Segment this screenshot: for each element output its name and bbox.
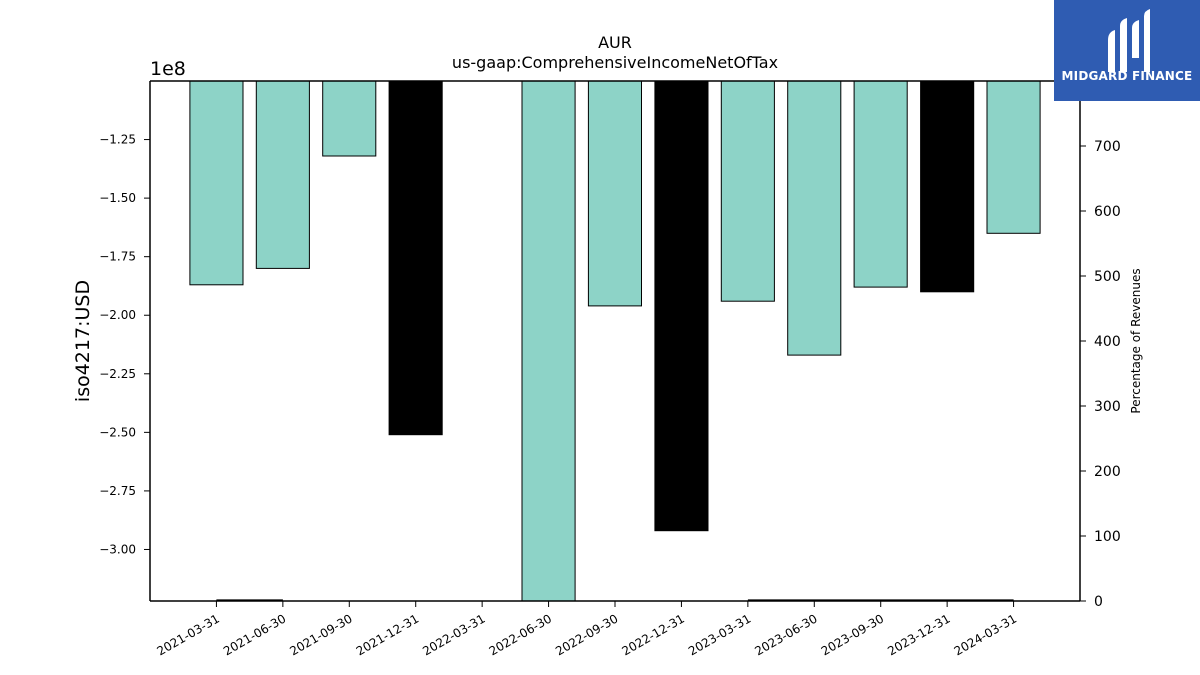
x-tick-label: 2022-09-30: [553, 611, 620, 658]
x-tick-label: 2022-12-31: [620, 611, 687, 658]
bar-2021-06-30: [255, 80, 310, 269]
y-tick-label: −1.25: [99, 133, 136, 147]
x-tick-label: 2022-06-30: [487, 611, 554, 658]
y2-tick-label: 300: [1094, 399, 1121, 415]
y-tick-label: −2.00: [99, 308, 136, 322]
bar-2023-12-31: [920, 80, 975, 293]
x-ticks-group: 2021-03-31 2021-06-30 2021-09-30 2021-12-31…: [155, 601, 1019, 658]
bar-2022-12-31: [654, 80, 709, 532]
bar-2022-09-30: [587, 80, 643, 307]
x-tick-label: 2023-12-31: [885, 611, 952, 658]
y2-tick-label: 200: [1094, 464, 1121, 480]
x-tick-label: 2023-06-30: [752, 611, 819, 658]
y2-tick-label: 100: [1094, 529, 1121, 545]
bar-2022-06-30: [521, 80, 576, 602]
y-offset-label: 1e8: [150, 58, 186, 80]
x-tick-label: 2023-09-30: [819, 611, 886, 658]
x-tick-label: 2021-09-30: [287, 611, 354, 658]
x-tick-label: 2021-12-31: [354, 611, 421, 658]
bar-2023-06-30: [787, 80, 842, 356]
bar-2023-09-30: [853, 80, 908, 288]
x-tick-label: 2021-03-31: [155, 611, 222, 658]
bar-2021-03-31: [189, 80, 244, 286]
bar-2021-12-31: [388, 80, 443, 436]
bar-2024-03-31: [986, 80, 1041, 234]
y-tick-label: −2.75: [99, 484, 136, 498]
x-tick-label: 2022-03-31: [420, 611, 487, 658]
bar-2021-09-30: [322, 80, 377, 157]
y-tick-label: −3.00: [99, 542, 136, 556]
y2-tick-label: 400: [1094, 334, 1121, 350]
bars-group: [189, 80, 1041, 602]
x-tick-label: 2024-03-31: [952, 611, 1019, 658]
logo-text: MIDGARD FINANCE: [1061, 69, 1193, 83]
y2-ticks-group: 0 100 200 300 400 500 600 700: [1080, 139, 1121, 610]
logo-mark-icon: [1108, 9, 1150, 72]
chart-subtitle: us-gaap:ComprehensiveIncomeNetOfTax: [452, 53, 778, 72]
y2-axis-label: Percentage of Revenues: [1129, 268, 1143, 413]
y-tick-label: −1.75: [99, 250, 136, 264]
y-tick-label: −1.50: [99, 191, 136, 205]
y-tick-label: −2.50: [99, 425, 136, 439]
chart-title: AUR: [598, 33, 632, 52]
y-axis-label: iso4217:USD: [72, 280, 94, 402]
bar-2023-03-31: [720, 80, 775, 302]
y2-tick-label: 600: [1094, 204, 1121, 220]
y-ticks-group: −1.25 −1.50 −1.75 −2.00 −2.25 −2.50 −2.75 −3.00: [99, 133, 150, 556]
brand-logo: MIDGARD FINANCE: [1054, 0, 1200, 101]
y2-tick-label: 0: [1094, 594, 1103, 610]
y-tick-label: −2.25: [99, 367, 136, 381]
y2-tick-label: 700: [1094, 139, 1121, 155]
y2-tick-label: 500: [1094, 269, 1121, 285]
x-tick-label: 2021-06-30: [221, 611, 288, 658]
x-tick-label: 2023-03-31: [686, 611, 753, 658]
